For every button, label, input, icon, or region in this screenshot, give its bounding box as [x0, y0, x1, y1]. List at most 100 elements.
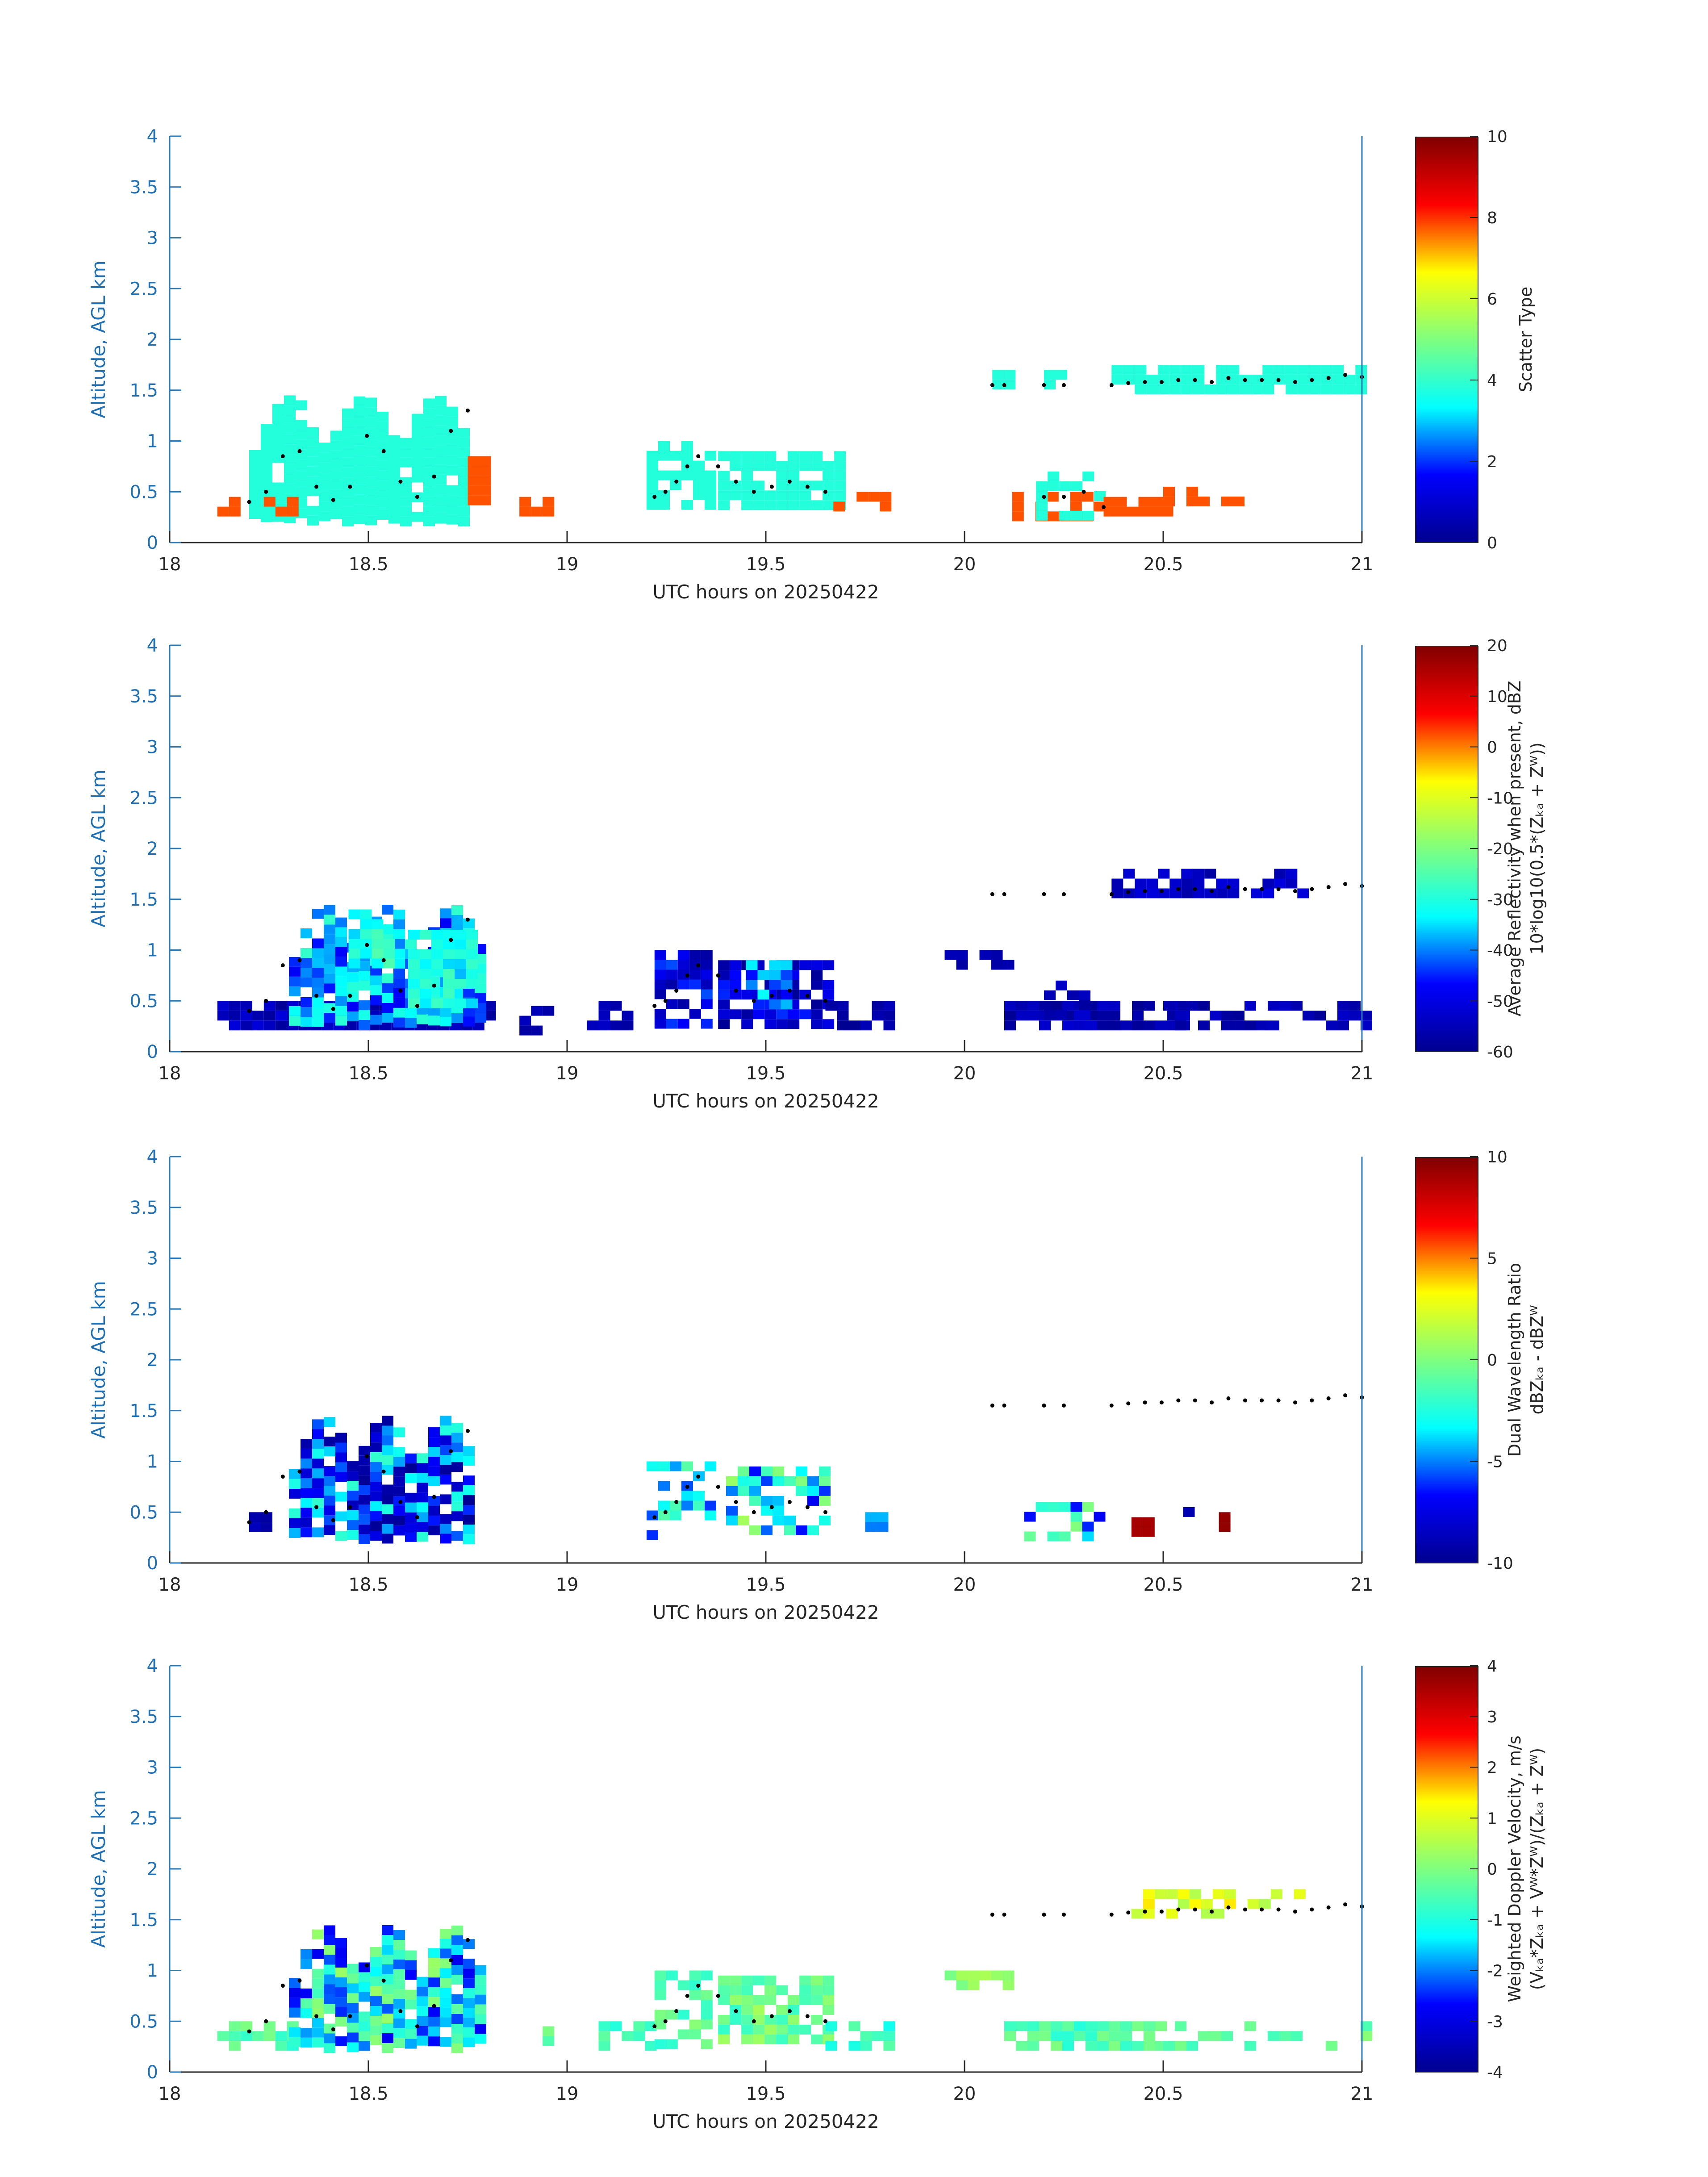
data-cell	[633, 2021, 645, 2031]
data-cell	[423, 457, 435, 468]
marker-dot	[716, 1484, 720, 1489]
marker-dot	[1102, 505, 1106, 509]
data-cell	[654, 2039, 666, 2049]
data-cell	[408, 989, 420, 999]
data-cell	[400, 438, 412, 448]
data-cell	[324, 2033, 335, 2043]
data-cells	[217, 364, 1367, 526]
data-cell	[440, 1929, 451, 1939]
data-cell	[1268, 1020, 1279, 1031]
marker-dot	[1260, 378, 1264, 382]
data-cell	[468, 485, 480, 496]
marker-dot	[1243, 378, 1247, 382]
data-cell	[654, 979, 666, 990]
data-cell	[610, 1020, 622, 1031]
data-cell	[463, 2008, 475, 2018]
data-cell	[324, 915, 335, 925]
data-cell	[296, 420, 307, 430]
data-cell	[823, 471, 835, 481]
data-cell	[1143, 1899, 1155, 1909]
data-cell	[347, 1500, 359, 1511]
data-cell	[443, 940, 455, 949]
data-cell	[1309, 384, 1321, 394]
data-cell	[312, 1429, 324, 1439]
data-cell	[956, 1970, 968, 1981]
data-cell	[865, 1522, 877, 1532]
marker-dot	[787, 2009, 792, 2013]
data-cell	[693, 490, 705, 500]
data-cell	[718, 471, 730, 481]
data-cell	[1262, 374, 1274, 384]
data-cell	[705, 1461, 716, 1471]
marker-dot	[696, 454, 701, 459]
marker-dot	[663, 999, 668, 1003]
y-tick-label: 2.5	[129, 1808, 158, 1829]
data-cell	[289, 1978, 301, 1988]
data-cell	[701, 950, 713, 960]
marker-dot	[1343, 882, 1348, 886]
data-cell	[1062, 1001, 1074, 1011]
marker-dot	[696, 1475, 701, 1479]
data-cell	[1146, 888, 1158, 898]
data-cell	[1039, 1001, 1051, 1011]
data-cell	[1221, 2031, 1233, 2041]
data-cell	[811, 1009, 823, 1020]
data-cell	[365, 515, 377, 526]
data-cell	[956, 1980, 968, 1990]
data-cell	[249, 480, 261, 489]
data-cell	[1074, 1020, 1086, 1031]
data-cell	[263, 1020, 276, 1031]
data-cell	[447, 465, 458, 476]
data-cell	[342, 516, 354, 526]
data-cell	[312, 978, 324, 988]
marker-dot	[1293, 1400, 1297, 1405]
data-cell	[1294, 1889, 1306, 1899]
data-cell	[776, 1009, 788, 1020]
data-cell	[1361, 1020, 1372, 1031]
marker-dot	[1310, 1907, 1314, 1912]
data-cell	[1044, 370, 1056, 380]
data-cell	[753, 999, 765, 1010]
data-cell	[229, 1020, 241, 1031]
data-cell	[677, 979, 689, 990]
data-cell	[284, 435, 296, 445]
data-cell	[284, 415, 296, 425]
data-cell	[393, 968, 405, 978]
data-cell	[773, 1476, 784, 1486]
data-cell	[1071, 510, 1083, 521]
data-cell	[393, 998, 405, 1008]
data-cell	[1256, 1020, 1268, 1031]
data-cell	[654, 1980, 666, 1990]
y-tick-label: 1	[147, 940, 158, 961]
data-cell	[466, 959, 478, 969]
data-cell	[1239, 384, 1251, 394]
data-cell	[1082, 492, 1094, 502]
marker-dot	[1062, 1912, 1066, 1917]
data-cell	[647, 500, 658, 510]
data-cell	[312, 1998, 324, 2008]
data-cell	[944, 1970, 956, 1981]
marker-dot	[1243, 887, 1247, 891]
data-cell	[598, 2041, 610, 2051]
data-cell	[354, 445, 365, 455]
data-cell	[324, 954, 335, 964]
data-cell	[359, 1972, 370, 1982]
data-cell	[718, 999, 730, 1010]
data-cell	[1062, 2041, 1074, 2051]
data-cell	[1303, 1011, 1314, 1021]
data-cell	[324, 964, 335, 974]
data-cell	[1181, 878, 1193, 889]
data-cell	[811, 481, 823, 491]
data-cell	[1286, 869, 1298, 879]
data-cell	[347, 1471, 359, 1481]
data-cell	[1309, 364, 1321, 375]
data-cell	[1115, 506, 1127, 517]
x-tick-label: 19.5	[746, 554, 785, 575]
marker-dot	[1042, 1912, 1046, 1917]
data-cell	[1123, 374, 1135, 384]
data-cell	[784, 1476, 796, 1486]
data-cell	[463, 1485, 475, 1496]
data-cell	[380, 1020, 392, 1031]
data-cell	[730, 461, 742, 471]
data-cell	[877, 1512, 889, 1522]
